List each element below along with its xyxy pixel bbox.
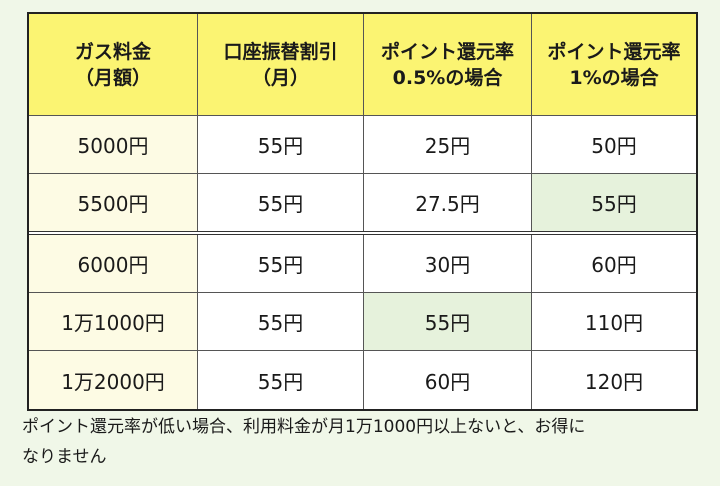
table-cell: 55円 [197, 116, 363, 173]
table-cell: 1万2000円 [29, 351, 197, 409]
table-header-row: ガス料金 （月額） 口座振替割引 （月） ポイント還元率 0.5%の場合 ポイン… [29, 14, 696, 115]
table-row: 6000円 55円 30円 60円 [29, 231, 696, 292]
table-cell: 30円 [363, 235, 531, 292]
header-point-rate-1: ポイント還元率 1%の場合 [531, 14, 696, 115]
table-cell: 60円 [363, 351, 531, 409]
table-cell: 50円 [531, 116, 696, 173]
table-cell: 5500円 [29, 174, 197, 231]
table-cell: 25円 [363, 116, 531, 173]
table-cell-highlighted: 55円 [363, 293, 531, 350]
table-cell: 55円 [197, 235, 363, 292]
table-row: 1万2000円 55円 60円 120円 [29, 350, 696, 409]
table-cell-highlighted: 55円 [531, 174, 696, 231]
table-cell: 120円 [531, 351, 696, 409]
table-row: 5500円 55円 27.5円 55円 [29, 173, 696, 231]
table-cell: 55円 [197, 293, 363, 350]
caption-note: ポイント還元率が低い場合、利用料金が月1万1000円以上ないと、お得に なりませ… [22, 412, 712, 472]
table-cell: 55円 [197, 174, 363, 231]
table-row: 5000円 55円 25円 50円 [29, 115, 696, 173]
caption-line-2: なりません [22, 447, 107, 467]
caption-line-1: ポイント還元率が低い場合、利用料金が月1万1000円以上ないと、お得に [22, 417, 586, 437]
table-cell: 1万1000円 [29, 293, 197, 350]
table-cell: 55円 [197, 351, 363, 409]
table-cell: 110円 [531, 293, 696, 350]
table-cell: 5000円 [29, 116, 197, 173]
table-cell: 27.5円 [363, 174, 531, 231]
header-gas-fee: ガス料金 （月額） [29, 14, 197, 115]
header-point-rate-05: ポイント還元率 0.5%の場合 [363, 14, 531, 115]
header-transfer-discount: 口座振替割引 （月） [197, 14, 363, 115]
table-cell: 60円 [531, 235, 696, 292]
table-cell: 6000円 [29, 235, 197, 292]
comparison-table: ガス料金 （月額） 口座振替割引 （月） ポイント還元率 0.5%の場合 ポイン… [27, 12, 698, 411]
table-row: 1万1000円 55円 55円 110円 [29, 292, 696, 350]
